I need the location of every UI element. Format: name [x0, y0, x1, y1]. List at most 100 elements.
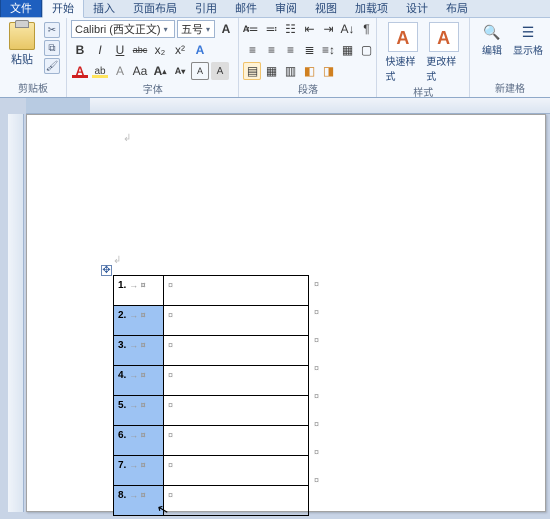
cell-align-tr[interactable]: ▥ — [281, 62, 299, 80]
tab-file[interactable]: 文件 — [0, 0, 42, 17]
table-cell-body[interactable]: ¤ — [164, 306, 309, 336]
horizontal-ruler[interactable] — [26, 98, 550, 114]
tab-view[interactable]: 视图 — [306, 0, 346, 17]
table-move-handle[interactable]: ✥ — [101, 265, 112, 276]
change-case-button[interactable]: Aa — [131, 62, 149, 80]
table-cell-body[interactable]: ¤ — [164, 426, 309, 456]
table-row[interactable]: 3. → ¤¤ — [114, 336, 309, 366]
cell-fill2-button[interactable]: ◨ — [319, 62, 337, 80]
table-cell-number[interactable]: 3. → ¤ — [114, 336, 164, 366]
table-cell-number[interactable]: 7. → ¤ — [114, 456, 164, 486]
tab-insert[interactable]: 插入 — [84, 0, 124, 17]
tab-layout[interactable]: 布局 — [437, 0, 477, 17]
tab-mailings[interactable]: 邮件 — [226, 0, 266, 17]
paste-button[interactable]: 粘贴 — [4, 20, 40, 79]
char-border-button[interactable]: A — [191, 62, 209, 80]
group-font-label: 字体 — [71, 80, 234, 98]
table-row[interactable]: 1. → ¤¤ — [114, 276, 309, 306]
decrease-indent-button[interactable]: ⇤ — [300, 20, 318, 38]
subscript-button[interactable]: x₂ — [151, 41, 169, 59]
table-cell-number[interactable]: 2. → ¤ — [114, 306, 164, 336]
table-cell-body[interactable]: ¤ — [164, 486, 309, 516]
shrink-font2-button[interactable]: A▾ — [171, 62, 189, 80]
tab-pagelayout[interactable]: 页面布局 — [124, 0, 186, 17]
format-painter-button[interactable]: 🖌 — [44, 58, 60, 74]
grow-font2-button[interactable]: A▴ — [151, 62, 169, 80]
show-marks-button[interactable]: ¶ — [357, 20, 375, 38]
sort-button[interactable]: A↓ — [338, 20, 356, 38]
document-table[interactable]: 1. → ¤¤2. → ¤¤3. → ¤¤4. → ¤¤5. → ¤¤6. → … — [113, 275, 309, 516]
table-row[interactable]: 6. → ¤¤ — [114, 426, 309, 456]
align-left-button[interactable]: ≡ — [243, 41, 261, 59]
line-spacing-button[interactable]: ≡↕ — [319, 41, 337, 59]
document-page[interactable]: ↲ ↲ ✥ 1. → ¤¤2. → ¤¤3. → ¤¤4. → ¤¤5. → ¤… — [26, 114, 546, 512]
align-justify-button[interactable]: ≣ — [300, 41, 318, 59]
borders-button[interactable]: ▢ — [357, 41, 375, 59]
font-family-value: Calibri (西文正文) — [75, 21, 161, 37]
tab-design[interactable]: 设计 — [397, 0, 437, 17]
superscript-button[interactable]: x² — [171, 41, 189, 59]
cut-button[interactable]: ✂ — [44, 22, 60, 38]
table-row[interactable]: 8. → ¤¤ — [114, 486, 309, 516]
paste-label: 粘贴 — [11, 51, 33, 67]
quick-styles-icon — [388, 22, 418, 52]
text-effects-button[interactable]: A — [191, 41, 209, 59]
group-editing: 🔍 编辑 ☰ 显示格 新建格 — [470, 18, 550, 97]
italic-button[interactable]: I — [91, 41, 109, 59]
change-styles-label: 更改样式 — [426, 53, 461, 83]
table-cell-number[interactable]: 4. → ¤ — [114, 366, 164, 396]
cell-align-tc[interactable]: ▦ — [262, 62, 280, 80]
table-cell-body[interactable]: ¤ — [164, 396, 309, 426]
tab-references[interactable]: 引用 — [186, 0, 226, 17]
cell-align-tl[interactable]: ▤ — [243, 62, 261, 80]
find-icon: 🔍 — [482, 22, 502, 42]
tab-home[interactable]: 开始 — [42, 0, 84, 18]
multilevel-button[interactable]: ☷ — [281, 20, 299, 38]
showformat-label: 显示格 — [513, 42, 543, 57]
table-cell-number[interactable]: 6. → ¤ — [114, 426, 164, 456]
shading-button[interactable]: ▦ — [338, 41, 356, 59]
strike-button[interactable]: abc — [131, 41, 149, 59]
showformat-button[interactable]: ☰ 显示格 — [512, 22, 544, 79]
table-cell-body[interactable]: ¤ — [164, 276, 309, 306]
table-cell-body[interactable]: ¤ — [164, 456, 309, 486]
table-row[interactable]: 4. → ¤¤ — [114, 366, 309, 396]
group-editing-label: 新建格 — [474, 79, 546, 97]
paragraph-mark: ¤ — [314, 307, 319, 317]
font-family-combo[interactable]: Calibri (西文正文)▾ — [71, 20, 175, 38]
paragraph-mark: ¤ — [314, 363, 319, 373]
quick-styles-button[interactable]: 快速样式 — [385, 22, 420, 83]
chevron-down-icon: ▾ — [164, 25, 168, 34]
increase-indent-button[interactable]: ⇥ — [319, 20, 337, 38]
copy-button[interactable]: ⧉ — [44, 40, 60, 56]
tab-addins[interactable]: 加载项 — [346, 0, 397, 17]
paragraph-mark: ¤ — [314, 419, 319, 429]
cell-fill-button[interactable]: ◧ — [300, 62, 318, 80]
table-cell-number[interactable]: 1. → ¤ — [114, 276, 164, 306]
bold-button[interactable]: B — [71, 41, 89, 59]
vertical-ruler[interactable] — [8, 114, 24, 512]
table-row[interactable]: 2. → ¤¤ — [114, 306, 309, 336]
table-cell-body[interactable]: ¤ — [164, 336, 309, 366]
bullets-button[interactable]: ≔ — [243, 20, 261, 38]
align-right-button[interactable]: ≡ — [281, 41, 299, 59]
table-cell-number[interactable]: 8. → ¤ — [114, 486, 164, 516]
grow-font-button[interactable]: A — [217, 20, 235, 38]
tab-review[interactable]: 审阅 — [266, 0, 306, 17]
find-button[interactable]: 🔍 编辑 — [476, 22, 508, 79]
font-size-combo[interactable]: 五号▾ — [177, 20, 215, 38]
underline-button[interactable]: U — [111, 41, 129, 59]
char-shading-button[interactable]: A — [211, 62, 229, 80]
font-color-button[interactable]: A — [71, 62, 89, 80]
align-center-button[interactable]: ≡ — [262, 41, 280, 59]
clear-format-button[interactable]: A — [111, 62, 129, 80]
numbering-button[interactable]: ≕ — [262, 20, 280, 38]
table-row[interactable]: 5. → ¤¤ — [114, 396, 309, 426]
table-cell-number[interactable]: 5. → ¤ — [114, 396, 164, 426]
table-row[interactable]: 7. → ¤¤ — [114, 456, 309, 486]
group-clipboard-label: 剪贴板 — [4, 79, 62, 97]
paragraph-mark: ¤ — [314, 447, 319, 457]
change-styles-button[interactable]: 更改样式 — [426, 22, 461, 83]
highlight-button[interactable]: ab — [91, 62, 109, 80]
table-cell-body[interactable]: ¤ — [164, 366, 309, 396]
